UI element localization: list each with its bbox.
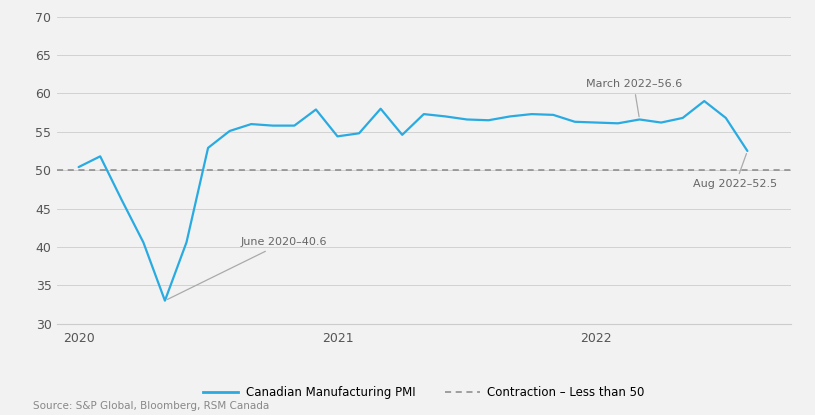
Text: June 2020–40.6: June 2020–40.6 xyxy=(167,237,327,300)
Text: Source: S&P Global, Bloomberg, RSM Canada: Source: S&P Global, Bloomberg, RSM Canad… xyxy=(33,401,269,411)
Text: March 2022–56.6: March 2022–56.6 xyxy=(586,79,682,117)
Text: Aug 2022–52.5: Aug 2022–52.5 xyxy=(694,154,778,189)
Legend: Canadian Manufacturing PMI, Contraction – Less than 50: Canadian Manufacturing PMI, Contraction … xyxy=(198,381,650,404)
